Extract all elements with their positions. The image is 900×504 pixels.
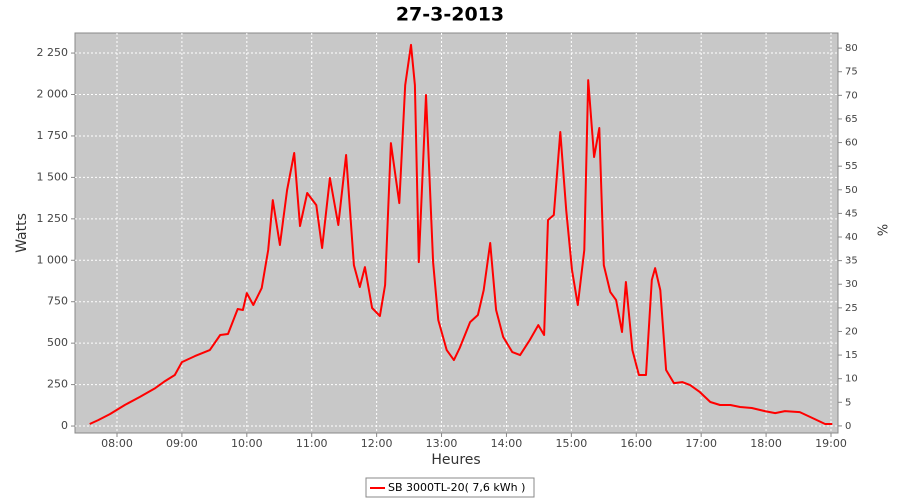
x-tick-label: 12:00 xyxy=(361,437,393,450)
y2-tick-label: 75 xyxy=(845,67,858,78)
x-tick-label: 10:00 xyxy=(231,437,263,450)
y2-tick-label: 65 xyxy=(845,114,858,125)
x-tick-label: 18:00 xyxy=(750,437,782,450)
y-tick-label: 2 250 xyxy=(37,46,69,59)
y-tick-label: 0 xyxy=(61,419,68,432)
x-tick-label: 16:00 xyxy=(620,437,652,450)
y-tick-label: 1 750 xyxy=(37,129,69,142)
y2-tick-label: 25 xyxy=(845,303,858,314)
x-tick-label: 08:00 xyxy=(101,437,133,450)
y2-tick-label: 35 xyxy=(845,256,858,267)
x-axis-label: Heures xyxy=(431,452,480,468)
y-tick-label: 2 000 xyxy=(37,88,69,101)
y-tick-label: 250 xyxy=(47,378,68,391)
legend xyxy=(365,477,535,498)
y2-axis-label: % xyxy=(874,224,889,236)
y2-tick-label: 5 xyxy=(845,397,851,408)
x-tick-label: 17:00 xyxy=(685,437,717,450)
y-tick-label: 1 500 xyxy=(37,170,69,183)
x-tick-label: 19:00 xyxy=(815,437,847,450)
y2-tick-label: 50 xyxy=(845,185,858,196)
plot-area xyxy=(74,32,839,434)
y-tick-label: 1 000 xyxy=(37,253,69,266)
y2-tick-label: 20 xyxy=(845,326,858,337)
data-line xyxy=(89,43,833,425)
y-tick-label: 750 xyxy=(47,295,68,308)
y2-tick-label: 0 xyxy=(845,421,851,432)
y2-tick-label: 30 xyxy=(845,279,858,290)
y2-tick-label: 70 xyxy=(845,90,858,101)
x-tick-label: 09:00 xyxy=(166,437,198,450)
y-tick-label: 1 250 xyxy=(37,212,69,225)
legend-label: SB 3000TL-20( 7,6 kWh ) xyxy=(388,481,525,494)
x-tick-label: 13:00 xyxy=(426,437,458,450)
x-tick-label: 11:00 xyxy=(296,437,328,450)
x-tick-label: 14:00 xyxy=(491,437,523,450)
y2-tick-label: 15 xyxy=(845,350,858,361)
y2-tick-label: 10 xyxy=(845,374,858,385)
y2-tick-label: 40 xyxy=(845,232,858,243)
x-tick-label: 15:00 xyxy=(556,437,588,450)
y2-tick-label: 45 xyxy=(845,208,858,219)
y2-tick-label: 80 xyxy=(845,43,858,54)
chart-title: 27-3-2013 xyxy=(396,4,504,26)
y2-tick-label: 60 xyxy=(845,138,858,149)
y-tick-label: 500 xyxy=(47,336,68,349)
y2-tick-label: 55 xyxy=(845,161,858,172)
y-axis-label: Watts xyxy=(14,213,30,253)
